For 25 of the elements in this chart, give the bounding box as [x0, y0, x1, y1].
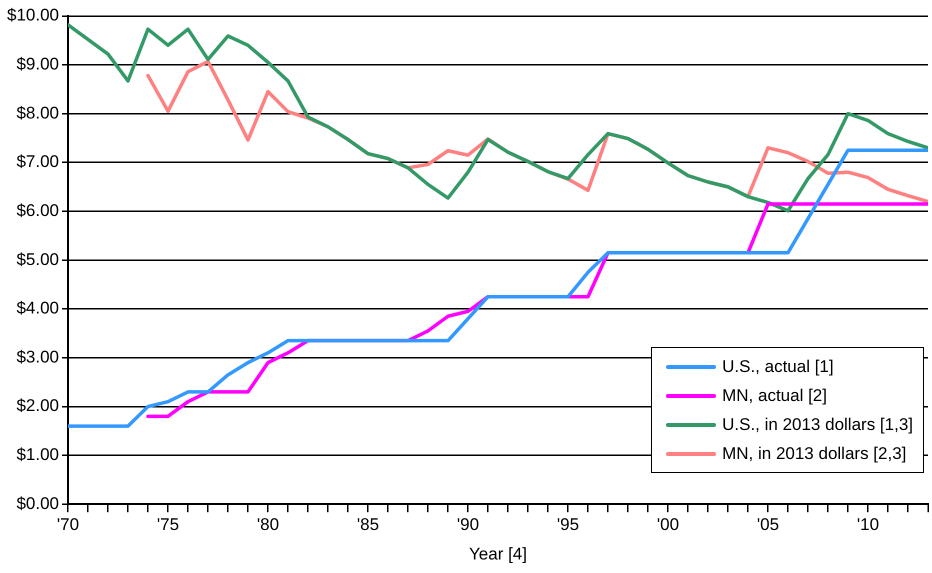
- y-tick-label: $9.00: [16, 54, 59, 74]
- x-tick-label: '95: [556, 515, 580, 534]
- x-tick-label: '90: [456, 515, 480, 534]
- x-tick-label: '00: [656, 515, 680, 534]
- x-tick-label: '70: [56, 515, 80, 534]
- y-tick-label: $3.00: [16, 347, 59, 366]
- x-axis-title: Year [4]: [469, 544, 527, 564]
- x-tick-label: '85: [356, 515, 380, 534]
- x-tick-label: '75: [156, 515, 180, 534]
- y-tick-label: $8.00: [16, 103, 59, 122]
- y-tick-label: $5.00: [16, 250, 59, 269]
- y-tick-label: $4.00: [16, 298, 59, 318]
- x-tick-label: '10: [856, 515, 880, 534]
- y-tick-label: $0.00: [16, 494, 59, 513]
- y-tick-label: $2.00: [16, 396, 59, 416]
- x-tick-label: '80: [256, 515, 280, 534]
- y-tick-label: $7.00: [16, 152, 59, 172]
- y-tick-label: $10.00: [6, 6, 59, 25]
- legend-label: U.S., actual [1]: [722, 356, 834, 376]
- x-tick-label: '05: [756, 515, 780, 534]
- legend-label: MN, actual [2]: [722, 386, 827, 406]
- legend-label: U.S., in 2013 dollars [1,3]: [722, 414, 913, 434]
- y-tick-label: $1.00: [16, 445, 59, 464]
- y-tick-label: $6.00: [16, 200, 59, 220]
- legend-label: MN, in 2013 dollars [2,3]: [722, 444, 906, 464]
